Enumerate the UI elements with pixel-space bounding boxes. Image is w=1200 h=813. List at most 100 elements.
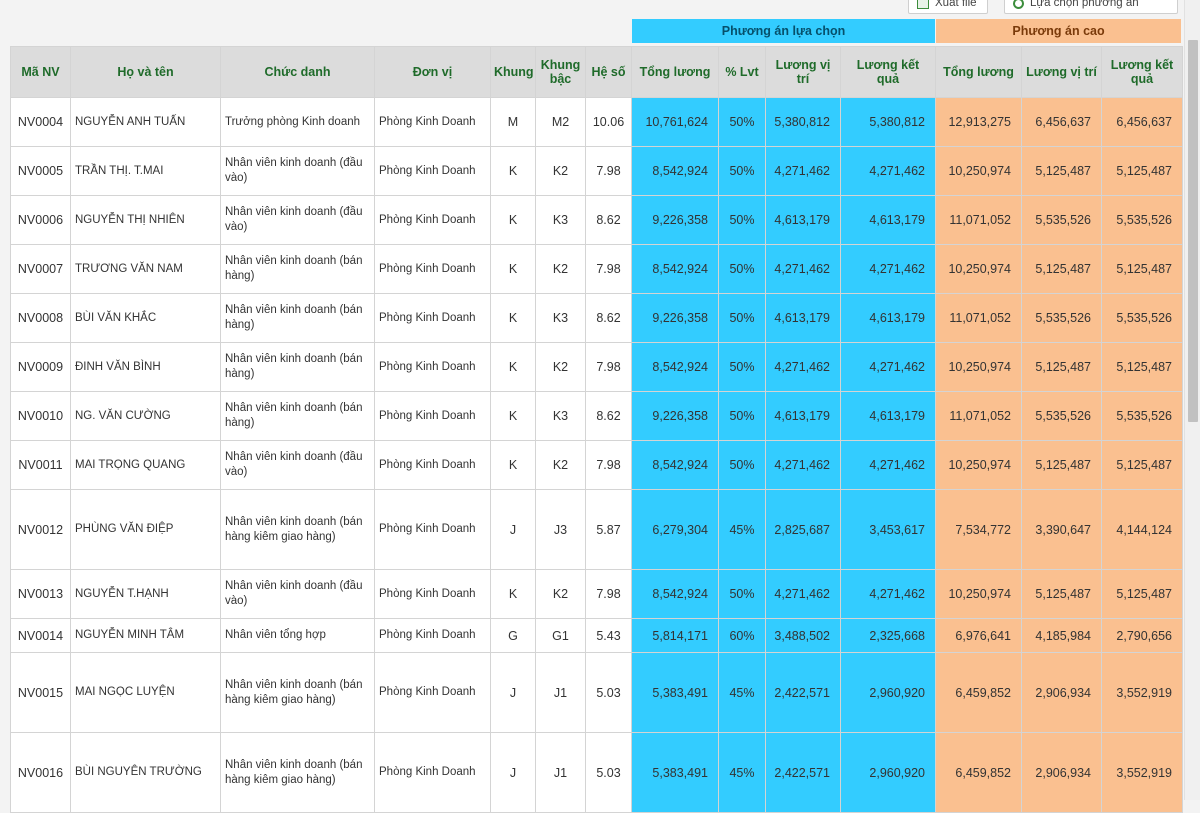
col-employee-id-header[interactable]: Mã NV: [10, 46, 71, 98]
position-salary-high-cell: 5,125,487: [1021, 244, 1102, 294]
position-salary-high-cell: 5,535,526: [1021, 293, 1102, 343]
total-salary-selected-cell: 8,542,924: [631, 569, 719, 619]
coefficient-cell: 5.87: [585, 489, 632, 570]
result-salary-high-cell: 5,125,487: [1101, 342, 1183, 392]
position-cell: Nhân viên kinh doanh (đầu vào): [220, 146, 375, 196]
result-salary-high-cell: 5,125,487: [1101, 244, 1183, 294]
vertical-scrollbar[interactable]: [1184, 0, 1200, 800]
export-file-button[interactable]: Xuất file: [908, 0, 988, 14]
table-row[interactable]: NV0016 BÙI NGUYÊN TRƯỜNG Nhân viên kinh do…: [10, 732, 1183, 813]
lvt-percent-cell: 50%: [718, 97, 766, 147]
result-salary-selected-cell: 4,613,179: [840, 195, 936, 245]
lvt-percent-cell: 50%: [718, 195, 766, 245]
col-total-salary-high-header[interactable]: Tổng lương: [935, 46, 1022, 98]
total-salary-selected-cell: 10,761,624: [631, 97, 719, 147]
table-row[interactable]: NV0007 TRƯƠNG VĂN NAM Nhân viên kinh doanh…: [10, 244, 1183, 294]
table-row[interactable]: NV0009 ĐINH VĂN BÌNH Nhân viên kinh doanh …: [10, 342, 1183, 392]
col-result-salary-high-header[interactable]: Lương kết quả: [1101, 46, 1183, 98]
coefficient-cell: 5.03: [585, 732, 632, 813]
department-cell: Phòng Kinh Doanh: [374, 195, 491, 245]
total-salary-high-cell: 10,250,974: [935, 342, 1022, 392]
table-row[interactable]: NV0014 NGUYỄN MINH TÂM Nhân viên tổng hợp P…: [10, 618, 1183, 653]
employee-id-cell: NV0011: [10, 440, 71, 490]
position-salary-selected-cell: 4,613,179: [765, 195, 841, 245]
result-salary-selected-cell: 4,613,179: [840, 391, 936, 441]
result-salary-selected-cell: 4,271,462: [840, 342, 936, 392]
coefficient-cell: 7.98: [585, 440, 632, 490]
total-salary-high-cell: 10,250,974: [935, 569, 1022, 619]
col-position-header[interactable]: Chức danh: [220, 46, 375, 98]
frame-level-cell: K3: [535, 391, 586, 441]
excel-file-icon: [917, 0, 929, 9]
employee-id-cell: NV0010: [10, 391, 71, 441]
frame-cell: K: [490, 195, 536, 245]
choose-option-button[interactable]: Lựa chọn phương án: [1004, 0, 1178, 14]
total-salary-selected-cell: 8,542,924: [631, 342, 719, 392]
col-frame-header[interactable]: Khung: [490, 46, 536, 98]
result-salary-high-cell: 5,125,487: [1101, 569, 1183, 619]
col-department-header[interactable]: Đơn vị: [374, 46, 491, 98]
department-cell: Phòng Kinh Doanh: [374, 732, 491, 813]
full-name-cell: NGUYỄN THỊ NHIÊN: [70, 195, 221, 245]
scrollbar-thumb[interactable]: [1188, 40, 1198, 422]
position-cell: Nhân viên kinh doanh (bán hàng): [220, 342, 375, 392]
lvt-percent-cell: 50%: [718, 244, 766, 294]
department-cell: Phòng Kinh Doanh: [374, 391, 491, 441]
position-cell: Nhân viên kinh doanh (bán hàng): [220, 244, 375, 294]
position-cell: Nhân viên tổng hợp: [220, 618, 375, 653]
total-salary-high-cell: 11,071,052: [935, 391, 1022, 441]
table-row[interactable]: NV0006 NGUYỄN THỊ NHIÊN Nhân viên kinh doa…: [10, 195, 1183, 245]
employee-id-cell: NV0013: [10, 569, 71, 619]
total-salary-selected-cell: 8,542,924: [631, 146, 719, 196]
table-row[interactable]: NV0005 TRẦN THỊ. T.MAI Nhân viên kinh doan…: [10, 146, 1183, 196]
position-salary-selected-cell: 2,422,571: [765, 732, 841, 813]
col-frame-level-header[interactable]: Khung bậc: [535, 46, 586, 98]
total-salary-selected-cell: 8,542,924: [631, 440, 719, 490]
col-lvt-percent-header[interactable]: % Lvt: [718, 46, 766, 98]
col-position-salary-high-header[interactable]: Lương vị trí: [1021, 46, 1102, 98]
col-position-salary-selected-header[interactable]: Lương vị trí: [765, 46, 841, 98]
total-salary-selected-cell: 9,226,358: [631, 391, 719, 441]
table-row[interactable]: NV0010 NG. VĂN CƯỜNG Nhân viên kinh doanh …: [10, 391, 1183, 441]
coefficient-cell: 7.98: [585, 569, 632, 619]
result-salary-high-cell: 5,535,526: [1101, 293, 1183, 343]
lvt-percent-cell: 50%: [718, 342, 766, 392]
position-cell: Nhân viên kinh doanh (bán hàng): [220, 293, 375, 343]
group-header-selected-option: Phương án lựa chọn: [632, 19, 935, 43]
table-row[interactable]: NV0012 PHÙNG VĂN ĐIỆP Nhân viên kinh doanh…: [10, 489, 1183, 570]
col-full-name-header[interactable]: Họ và tên: [70, 46, 221, 98]
frame-cell: J: [490, 489, 536, 570]
position-salary-selected-cell: 4,271,462: [765, 146, 841, 196]
frame-cell: K: [490, 391, 536, 441]
frame-level-cell: K2: [535, 146, 586, 196]
position-cell: Nhân viên kinh doanh (bán hàng kiêm giao…: [220, 732, 375, 813]
full-name-cell: NGUYỄN MINH TÂM: [70, 618, 221, 653]
position-salary-high-cell: 2,906,934: [1021, 652, 1102, 733]
lvt-percent-cell: 45%: [718, 489, 766, 570]
coefficient-cell: 7.98: [585, 146, 632, 196]
total-salary-high-cell: 11,071,052: [935, 195, 1022, 245]
table-row[interactable]: NV0013 NGUYỄN T.HẠNH Nhân viên kinh doanh …: [10, 569, 1183, 619]
table-row[interactable]: NV0011 MAI TRỌNG QUANG Nhân viên kinh doan…: [10, 440, 1183, 490]
table-row[interactable]: NV0008 BÙI VĂN KHẮC Nhân viên kinh doanh (…: [10, 293, 1183, 343]
position-salary-high-cell: 5,125,487: [1021, 146, 1102, 196]
coefficient-cell: 10.06: [585, 97, 632, 147]
position-salary-selected-cell: 4,613,179: [765, 391, 841, 441]
lvt-percent-cell: 60%: [718, 618, 766, 653]
col-total-salary-selected-header[interactable]: Tổng lương: [631, 46, 719, 98]
result-salary-selected-cell: 3,453,617: [840, 489, 936, 570]
table-row[interactable]: NV0004 NGUYỄN ANH TUẤN Trưởng phòng Kinh d…: [10, 97, 1183, 147]
total-salary-high-cell: 6,459,852: [935, 732, 1022, 813]
employee-id-cell: NV0009: [10, 342, 71, 392]
position-cell: Nhân viên kinh doanh (đầu vào): [220, 195, 375, 245]
coefficient-cell: 5.43: [585, 618, 632, 653]
department-cell: Phòng Kinh Doanh: [374, 489, 491, 570]
department-cell: Phòng Kinh Doanh: [374, 244, 491, 294]
result-salary-high-cell: 5,125,487: [1101, 146, 1183, 196]
col-coefficient-header[interactable]: Hệ số: [585, 46, 632, 98]
col-result-salary-selected-header[interactable]: Lương kết quả: [840, 46, 936, 98]
total-salary-high-cell: 7,534,772: [935, 489, 1022, 570]
lvt-percent-cell: 50%: [718, 569, 766, 619]
table-row[interactable]: NV0015 MAI NGỌC LUYỆN Nhân viên kinh doanh…: [10, 652, 1183, 733]
position-cell: Nhân viên kinh doanh (bán hàng kiêm giao…: [220, 489, 375, 570]
